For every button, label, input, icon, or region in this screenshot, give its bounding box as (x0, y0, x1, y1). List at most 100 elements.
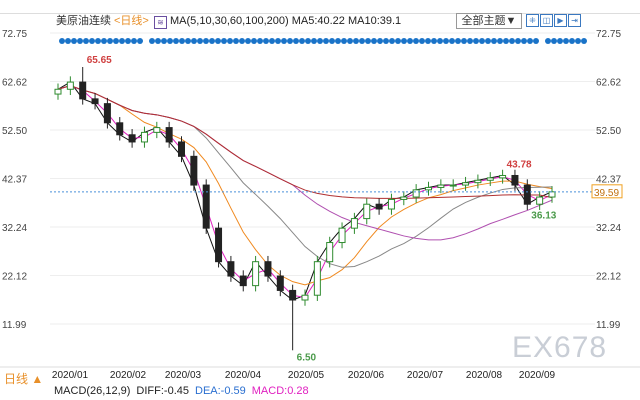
event-dot (449, 38, 455, 44)
candle-body (153, 127, 161, 133)
event-dot (203, 38, 209, 44)
y-tick-right: 32.24 (596, 223, 621, 234)
candle-body (425, 186, 432, 191)
event-dot (389, 38, 395, 44)
ma100-line (57, 85, 553, 241)
event-dot (557, 38, 563, 44)
event-dot (563, 38, 569, 44)
event-dot (311, 38, 317, 44)
event-dot (197, 38, 203, 44)
crosshair-tool-icon[interactable]: ⁜ (526, 14, 539, 27)
candle-body (66, 81, 74, 90)
candle-body (264, 261, 272, 277)
ma10-value: MA10:39.1 (347, 15, 402, 27)
event-dot (479, 38, 485, 44)
current-price-box (591, 184, 623, 199)
event-dot (323, 38, 329, 44)
y-tick-left: 52.50 (2, 126, 27, 137)
candle-body (363, 203, 371, 220)
x-tick: 2020/01 (52, 370, 89, 381)
candle-body (511, 174, 519, 186)
event-dot (437, 38, 443, 44)
ma30-line (57, 85, 553, 286)
event-dot (161, 38, 167, 44)
event-dot (191, 38, 197, 44)
event-dot (275, 38, 281, 44)
candle-body (289, 289, 297, 301)
period-selector[interactable]: <日线> (114, 15, 149, 27)
candle-body (548, 191, 556, 198)
event-dot (443, 38, 449, 44)
y-tick-left: 22.12 (2, 271, 27, 282)
candle-body (387, 198, 395, 210)
ma5-line (57, 81, 553, 301)
candle-body (449, 184, 457, 187)
play-tool-icon[interactable]: ▶ (554, 14, 567, 27)
event-dot (509, 38, 515, 44)
event-dot (77, 38, 83, 44)
top-divider (0, 13, 640, 14)
candle-body (54, 88, 62, 95)
candle-body (128, 134, 136, 143)
event-dot (287, 38, 293, 44)
event-dot (533, 38, 539, 44)
y-tick-right: 72.75 (596, 29, 621, 40)
y-tick-right: 11.99 (596, 320, 621, 331)
x-tick: 2020/02 (110, 370, 147, 381)
ma-settings-icon[interactable]: ≋ (154, 16, 167, 29)
event-dot (503, 38, 509, 44)
candle-body (350, 218, 358, 229)
event-dot (317, 38, 323, 44)
ma200-line (57, 85, 553, 199)
event-dot (305, 38, 311, 44)
event-dot (395, 38, 401, 44)
event-dot (221, 38, 227, 44)
event-dot (137, 38, 143, 44)
candle-body (103, 103, 111, 124)
event-dot (353, 38, 359, 44)
candle-body (227, 261, 235, 277)
theme-dropdown[interactable]: 全部主题▼ (456, 13, 522, 29)
y-tick-left: 32.24 (2, 223, 27, 234)
split-tool-icon[interactable]: ◫ (540, 14, 553, 27)
event-dot (545, 38, 551, 44)
event-dot (125, 38, 131, 44)
event-dot (341, 38, 347, 44)
candle-body (239, 275, 247, 287)
event-dot (413, 38, 419, 44)
candle-body (116, 122, 124, 136)
event-dot (551, 38, 557, 44)
event-dot (491, 38, 497, 44)
candle-body (523, 184, 531, 205)
x-tick: 2020/03 (165, 370, 202, 381)
event-dot (131, 38, 137, 44)
event-dot (335, 38, 341, 44)
event-dot (281, 38, 287, 44)
ma5-value: MA5:40.22 (291, 15, 345, 27)
event-dot (107, 38, 113, 44)
event-dot (569, 38, 575, 44)
candle-body (437, 184, 445, 188)
candle-body (190, 155, 198, 186)
current-price-label: 39.59 (594, 188, 619, 199)
bottom-period-tab[interactable]: 日线 ▲ (4, 372, 44, 386)
candle-body (140, 131, 148, 143)
event-dot (185, 38, 191, 44)
candle-body (301, 294, 309, 301)
ma-params: MA(5,10,30,60,100,200) (170, 15, 289, 27)
candle-body (165, 127, 173, 143)
event-dot (383, 38, 389, 44)
y-tick-right: 22.12 (596, 271, 621, 282)
candle-body (474, 179, 482, 184)
event-dot (209, 38, 215, 44)
event-dot (581, 38, 587, 44)
event-dot (245, 38, 251, 44)
candle-body (313, 261, 321, 296)
event-dot (365, 38, 371, 44)
candle-body (276, 275, 284, 291)
x-tick: 2020/07 (407, 370, 444, 381)
event-dot (431, 38, 437, 44)
end-tool-icon[interactable]: ⇥ (568, 14, 581, 27)
event-dot (347, 38, 353, 44)
